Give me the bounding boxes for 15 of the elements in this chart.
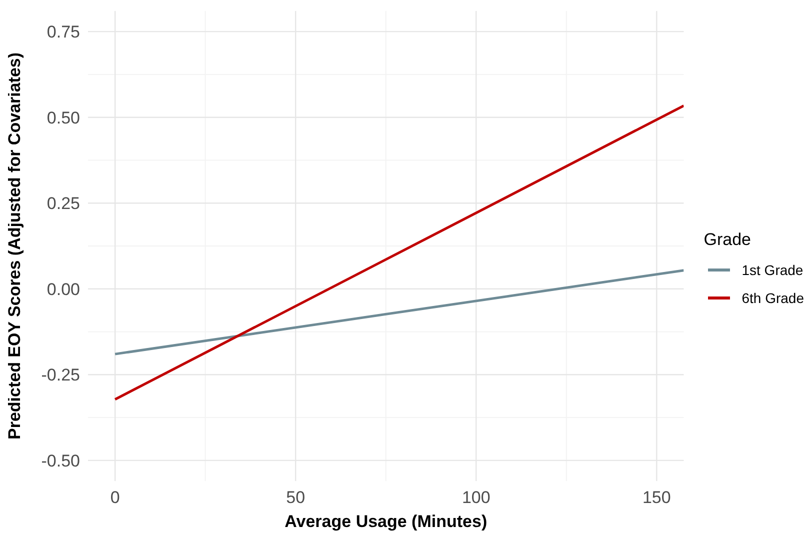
- y-tick-label: 0.25: [46, 194, 80, 214]
- x-tick-label: 150: [642, 488, 671, 507]
- legend-label: 1st Grade: [742, 262, 804, 278]
- x-tick-label: 0: [110, 488, 120, 507]
- legend-label: 6th Grade: [742, 290, 804, 306]
- y-tick-label: -0.25: [41, 366, 80, 385]
- y-tick-label: 0.50: [46, 108, 80, 128]
- y-tick-label: -0.50: [41, 451, 80, 470]
- x-tick-label: 100: [462, 488, 490, 507]
- legend-title: Grade: [704, 230, 752, 250]
- x-axis-title: Average Usage (Minutes): [284, 512, 488, 531]
- y-tick-label: 0.75: [46, 22, 80, 42]
- y-axis-title: Predicted EOY Scores (Adjusted for Covariates): [5, 52, 24, 440]
- y-tick-label: 0.00: [46, 280, 80, 299]
- x-tick-label: 50: [286, 488, 306, 507]
